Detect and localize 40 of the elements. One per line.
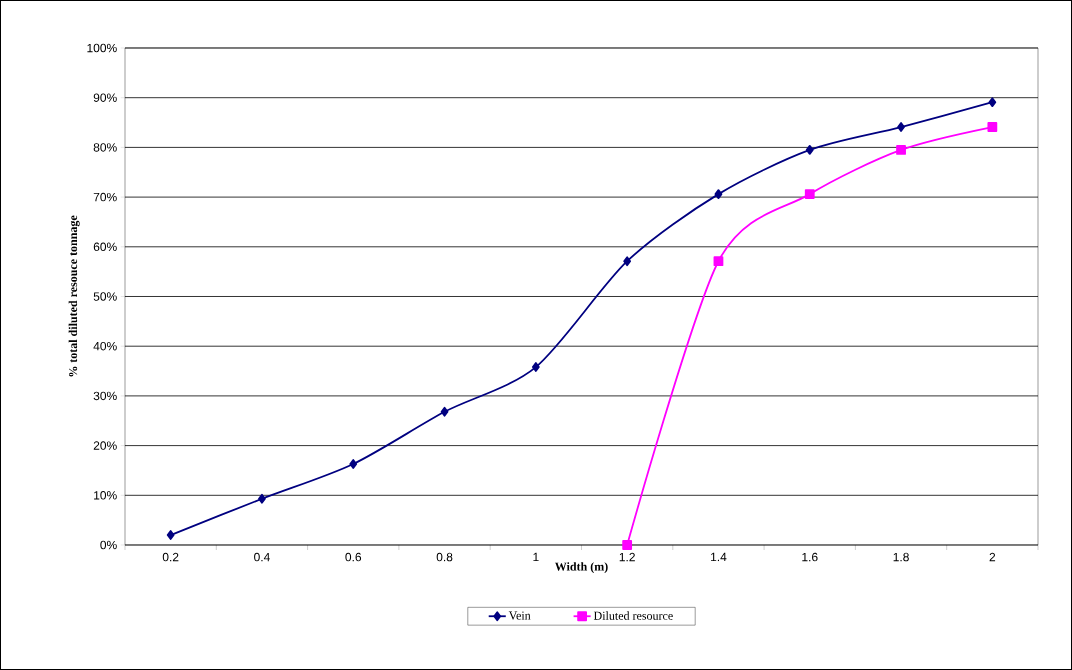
point <box>804 189 815 200</box>
y-tick-label: 90% <box>93 93 117 102</box>
y-tick-label: 10% <box>94 491 117 500</box>
point <box>987 122 998 132</box>
point <box>258 493 266 504</box>
y-axis-title: % total diluted resouce tonnage <box>68 215 80 377</box>
y-tick-label: 60% <box>93 242 117 252</box>
x-tick-label: 1.8 <box>893 552 909 562</box>
x-tick-label: 0.6 <box>345 552 362 562</box>
y-tick-label: 70% <box>93 192 117 202</box>
y-tick-label: 30% <box>93 391 117 401</box>
y-tick-label: 100% <box>87 43 117 53</box>
y-tick-label: 0% <box>100 540 117 550</box>
point <box>713 256 724 267</box>
point <box>896 144 906 155</box>
x-tick-label: 0.4 <box>254 552 270 562</box>
point <box>988 97 997 108</box>
legend-label: Vein <box>508 611 531 620</box>
y-tick-label: 50% <box>93 292 117 301</box>
point <box>349 459 358 469</box>
x-tick-label: 2 <box>989 552 996 562</box>
point <box>166 530 175 540</box>
y-tick-label: 40% <box>93 341 117 351</box>
point <box>897 122 905 132</box>
point <box>440 406 449 417</box>
point <box>714 189 723 200</box>
x-tick-label: 0.2 <box>162 552 179 562</box>
point <box>622 540 633 550</box>
x-tick-label: 1.4 <box>711 552 727 562</box>
point <box>531 362 540 372</box>
x-axis-title: Width (m) <box>554 562 608 574</box>
x-tick-label: 1.6 <box>802 552 818 562</box>
y-tick-label: 20% <box>93 441 117 450</box>
y-tick-label: 80% <box>93 143 117 152</box>
legend-label: Diluted resource <box>593 611 673 620</box>
x-tick-label: 1.2 <box>619 552 635 562</box>
point <box>623 256 632 267</box>
x-tick-label: 1 <box>533 552 539 562</box>
point <box>805 144 814 155</box>
x-tick-label: 0.8 <box>436 552 453 562</box>
